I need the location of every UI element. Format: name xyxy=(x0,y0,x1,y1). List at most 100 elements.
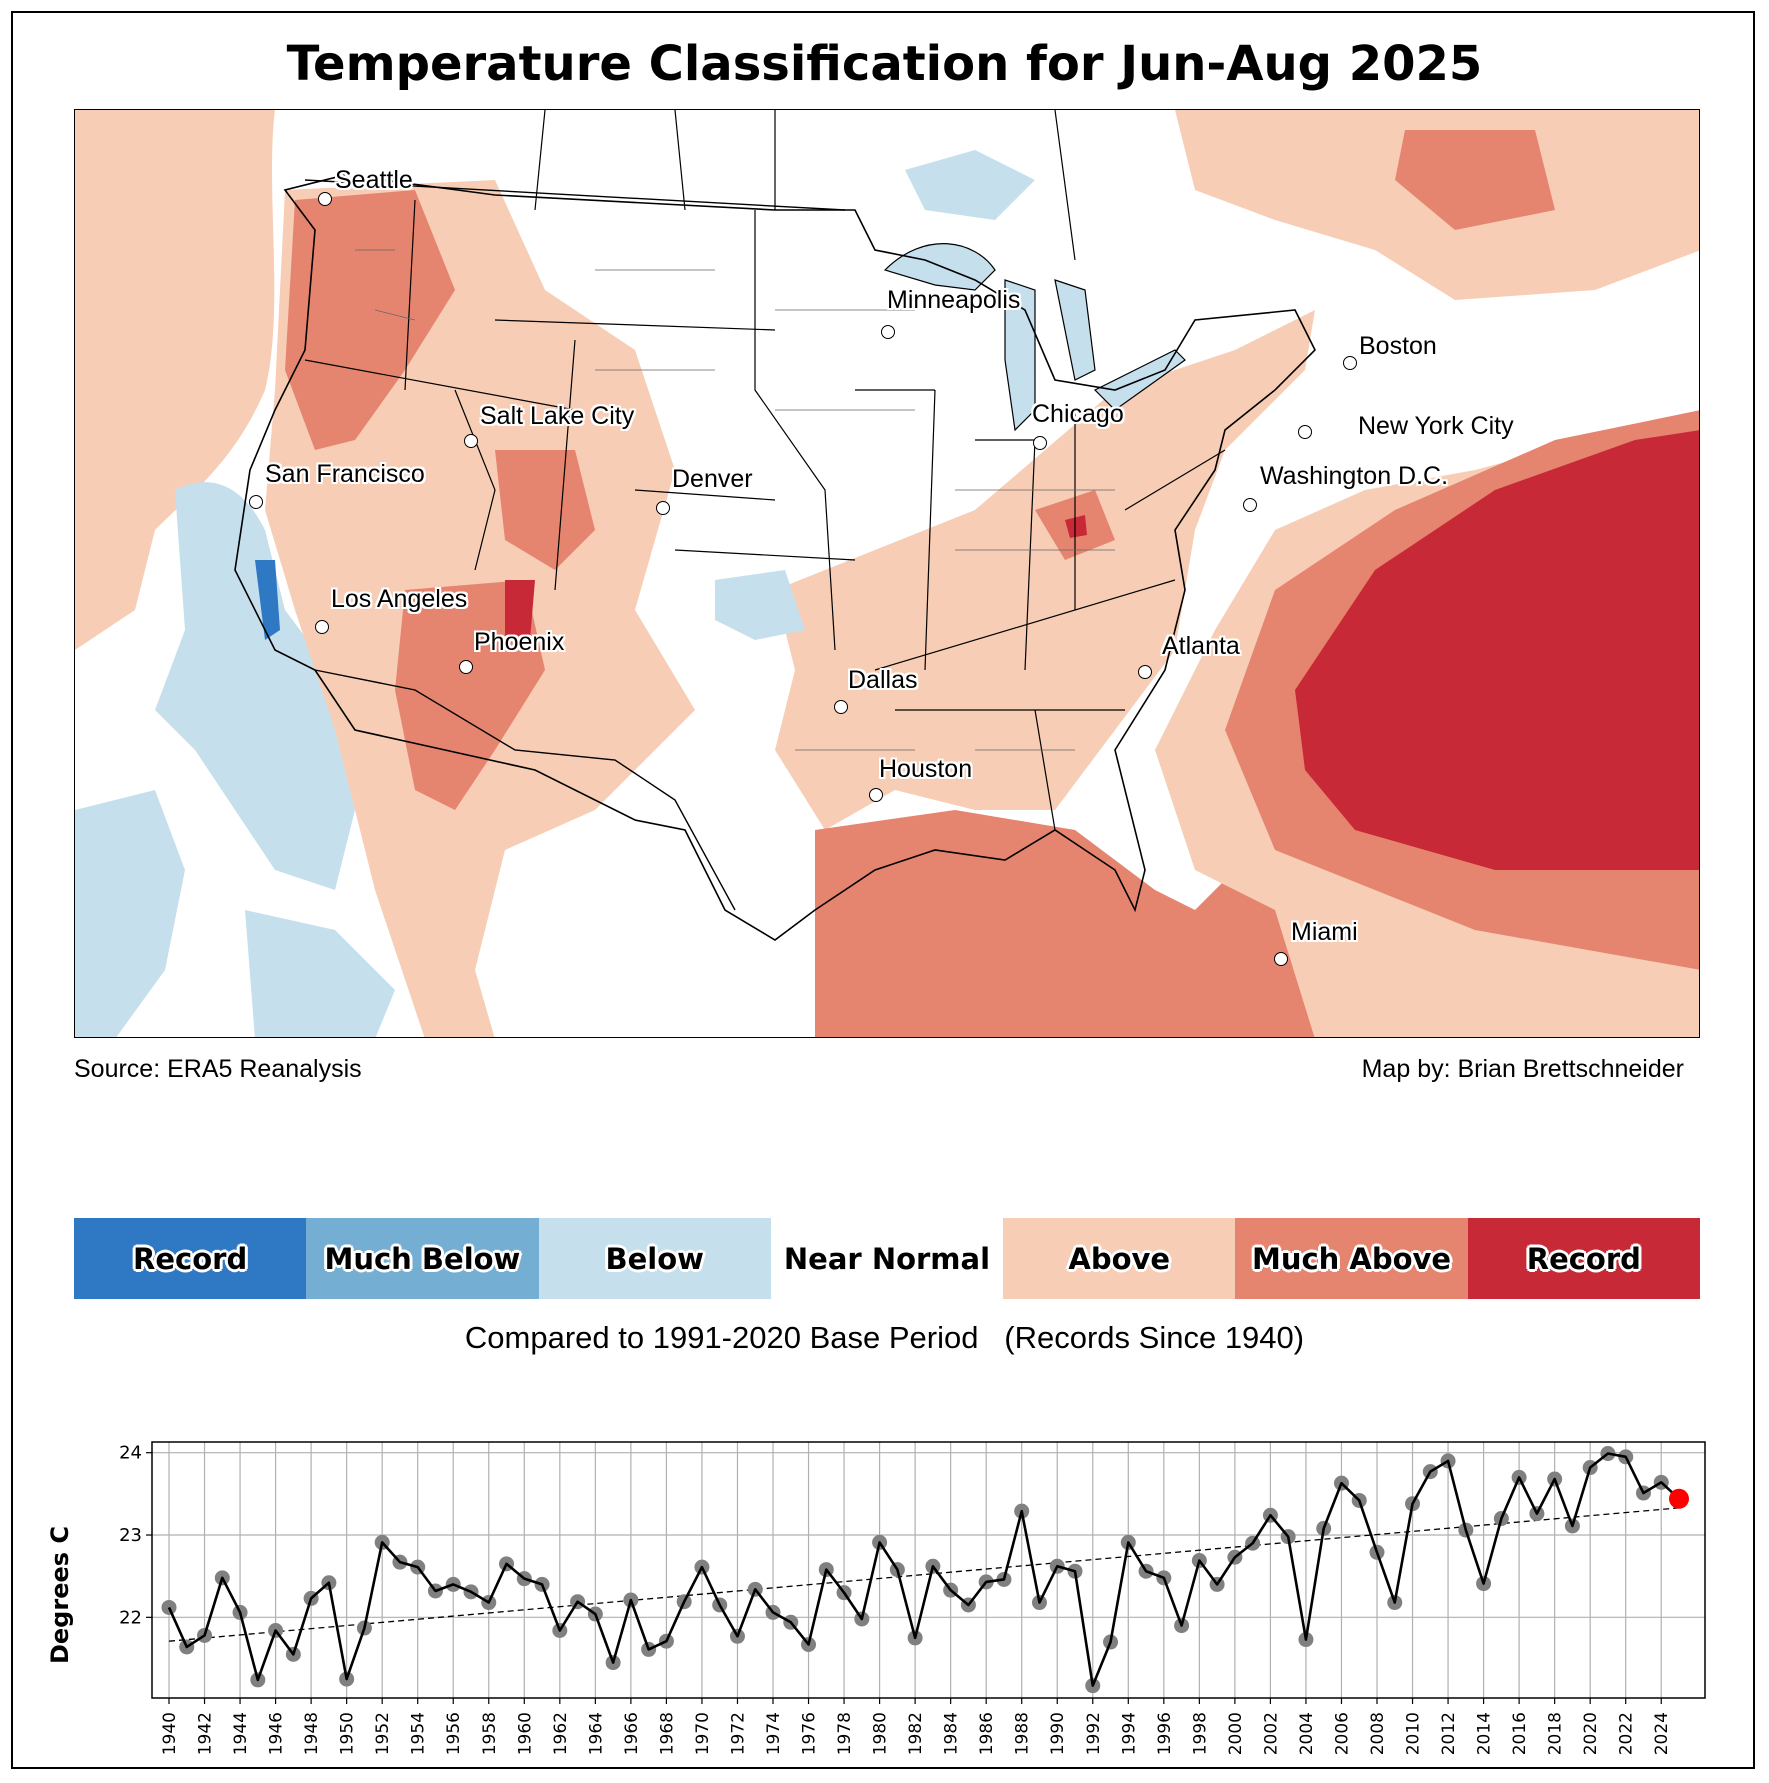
x-tick-label: 2002 xyxy=(1261,1712,1281,1755)
city-label-san-francisco: San Francisco xyxy=(265,460,425,488)
city-label-dallas: Dallas xyxy=(848,666,918,694)
city-label-salt-lake-city: Salt Lake City xyxy=(480,402,635,430)
legend-label: Much Below xyxy=(324,1241,521,1276)
legend-label: Record xyxy=(1526,1241,1641,1276)
city-label-miami: Miami xyxy=(1291,918,1358,946)
x-tick-label: 1978 xyxy=(835,1712,855,1755)
x-tick-label: 1946 xyxy=(267,1712,287,1755)
x-tick-label: 1966 xyxy=(622,1712,642,1755)
province-lines xyxy=(534,110,1076,261)
region-pacific-above xyxy=(75,110,275,650)
x-tick-label: 1976 xyxy=(800,1712,820,1755)
x-tick-label: 1962 xyxy=(551,1712,571,1755)
x-tick-label: 1992 xyxy=(1084,1712,1104,1755)
x-tick-label: 1986 xyxy=(977,1712,997,1755)
x-tick-label: 1960 xyxy=(515,1712,535,1755)
x-tick-label: 1958 xyxy=(480,1712,500,1755)
x-tick-label: 1988 xyxy=(1013,1712,1033,1755)
page-title: Temperature Classification for Jun-Aug 2… xyxy=(286,36,1483,92)
legend-label: Record xyxy=(133,1241,248,1276)
city-marker-houston xyxy=(869,788,883,802)
city-marker-atlanta xyxy=(1138,665,1152,679)
map-canvas xyxy=(75,110,1699,1037)
credit-label: Map by: Brian Brettschneider xyxy=(1361,1055,1684,1083)
x-tick-label: 1996 xyxy=(1155,1712,1175,1755)
county-grid-hint xyxy=(355,249,1115,751)
y-tick-label: 23 xyxy=(119,1525,142,1546)
x-tick-label: 1944 xyxy=(231,1712,251,1755)
legend-label: Near Normal xyxy=(783,1241,991,1276)
figure-frame xyxy=(11,11,1755,1769)
region-gulf-muchabove xyxy=(815,810,1335,1037)
x-tick-label: 2024 xyxy=(1652,1712,1672,1755)
series-line xyxy=(167,1452,1680,1687)
x-tick-label: 1952 xyxy=(373,1712,393,1755)
canada-border xyxy=(304,179,846,211)
legend-near-normal: Near Normal xyxy=(770,1218,1004,1299)
city-marker-dallas xyxy=(834,700,848,714)
region-atlantic-record xyxy=(1295,430,1699,870)
x-tick-label: 2012 xyxy=(1439,1712,1459,1755)
legend-label: Much Above xyxy=(1251,1241,1452,1276)
x-tick-label: 2006 xyxy=(1332,1712,1352,1755)
x-tick-label: 1940 xyxy=(160,1712,180,1755)
city-label-washington-dc: Washington D.C. xyxy=(1260,462,1449,490)
region-southern-plains-below xyxy=(715,570,805,640)
great-lakes xyxy=(883,243,1186,432)
x-tick-label: 1982 xyxy=(906,1712,926,1755)
x-tick-label: 1942 xyxy=(196,1712,216,1755)
us-outline xyxy=(234,174,1316,941)
x-tick-label: 1948 xyxy=(302,1712,322,1755)
legend-much-above: Much Above xyxy=(1235,1218,1468,1299)
city-label-seattle: Seattle xyxy=(335,166,413,194)
y-tick-label: 24 xyxy=(119,1443,142,1464)
source-label: Source: ERA5 Reanalysis xyxy=(74,1055,362,1083)
region-nm-record xyxy=(505,580,535,640)
legend-label: Below xyxy=(605,1241,704,1276)
region-pacific-below-2 xyxy=(75,790,185,1037)
city-marker-salt-lake-city xyxy=(464,434,478,448)
region-ca-coast-muchbelow xyxy=(255,560,280,640)
x-tick-label: 2000 xyxy=(1226,1712,1246,1755)
x-tick-label: 1972 xyxy=(728,1712,748,1755)
classification-legend: Record Much Below Below Near Normal Abov… xyxy=(74,1218,1700,1299)
x-tick-label: 1950 xyxy=(338,1712,358,1755)
trend-line xyxy=(168,1507,1680,1642)
x-tick-label: 2022 xyxy=(1617,1712,1637,1755)
x-tick-label: 1974 xyxy=(764,1712,784,1755)
legend-label: Above xyxy=(1068,1241,1171,1276)
region-southeast-above xyxy=(775,310,1315,830)
x-tick-label: 2014 xyxy=(1475,1712,1495,1755)
x-tick-label: 2010 xyxy=(1404,1712,1424,1755)
region-mexico-west-below xyxy=(245,910,395,1037)
city-label-boston: Boston xyxy=(1359,332,1437,360)
city-label-minneapolis: Minneapolis xyxy=(887,286,1021,314)
x-tick-label: 1968 xyxy=(657,1712,677,1755)
x-tick-label: 1954 xyxy=(409,1712,429,1755)
city-marker-miami xyxy=(1274,952,1288,966)
city-marker-washington-dc xyxy=(1243,498,1257,512)
city-marker-san-francisco xyxy=(249,495,263,509)
city-label-los-angeles: Los Angeles xyxy=(331,585,468,613)
temperature-map: Seattle Minneapolis Boston Salt Lake Cit… xyxy=(74,109,1700,1038)
highlight-point-2025 xyxy=(1669,1488,1689,1509)
city-marker-phoenix xyxy=(459,660,473,674)
region-fourcorners-muchabove xyxy=(495,450,595,570)
legend-record-warm: Record xyxy=(1467,1218,1700,1299)
city-marker-new-york-city xyxy=(1298,425,1312,439)
x-tick-label: 1998 xyxy=(1190,1712,1210,1755)
y-axis-label: Degrees C xyxy=(46,1525,74,1665)
plot-frame xyxy=(151,1441,1706,1699)
city-marker-denver xyxy=(656,501,670,515)
region-canada-east-muchabove xyxy=(1395,130,1555,230)
x-tick-label: 1994 xyxy=(1119,1712,1139,1755)
city-label-denver: Denver xyxy=(672,465,753,493)
city-label-phoenix: Phoenix xyxy=(474,628,565,656)
x-tick-label: 2016 xyxy=(1510,1712,1530,1755)
legend-above: Above xyxy=(1003,1218,1236,1299)
x-tick-label: 1970 xyxy=(693,1712,713,1755)
city-marker-los-angeles xyxy=(315,620,329,634)
x-tick-label: 1980 xyxy=(871,1712,891,1755)
x-tick-label: 2004 xyxy=(1297,1712,1317,1755)
city-marker-minneapolis xyxy=(881,325,895,339)
